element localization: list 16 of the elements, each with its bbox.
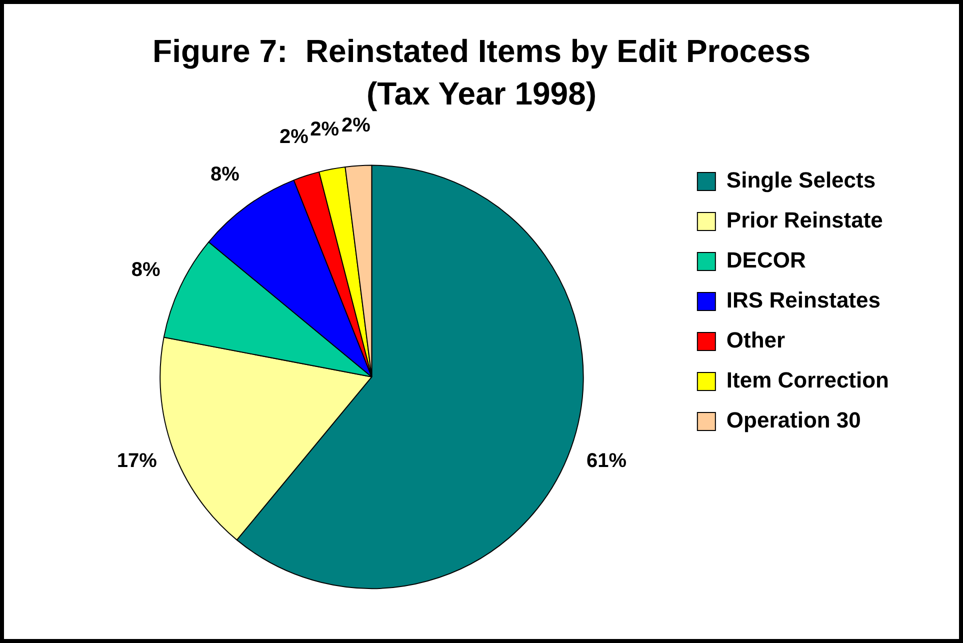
legend-label: IRS Reinstates <box>726 288 880 313</box>
chart-subtitle: (Tax Year 1998) <box>366 75 597 112</box>
data-label: 61% <box>586 450 627 472</box>
legend-label: Item Correction <box>726 368 890 393</box>
data-label: 2% <box>280 126 309 148</box>
data-label: 8% <box>210 163 240 186</box>
data-label: 8% <box>131 259 161 282</box>
chart-title: Figure 7: Reinstated Items by Edit Process <box>152 33 810 70</box>
data-label: 2% <box>310 118 340 140</box>
legend-label: DECOR <box>726 248 806 273</box>
data-label: 17% <box>116 450 158 472</box>
legend-label: Operation 30 <box>726 408 861 433</box>
legend-label: Other <box>726 328 786 353</box>
legend-label: Prior Reinstate <box>726 208 883 233</box>
data-label: 2% <box>341 114 371 136</box>
legend-label: Single Selects <box>726 168 876 193</box>
